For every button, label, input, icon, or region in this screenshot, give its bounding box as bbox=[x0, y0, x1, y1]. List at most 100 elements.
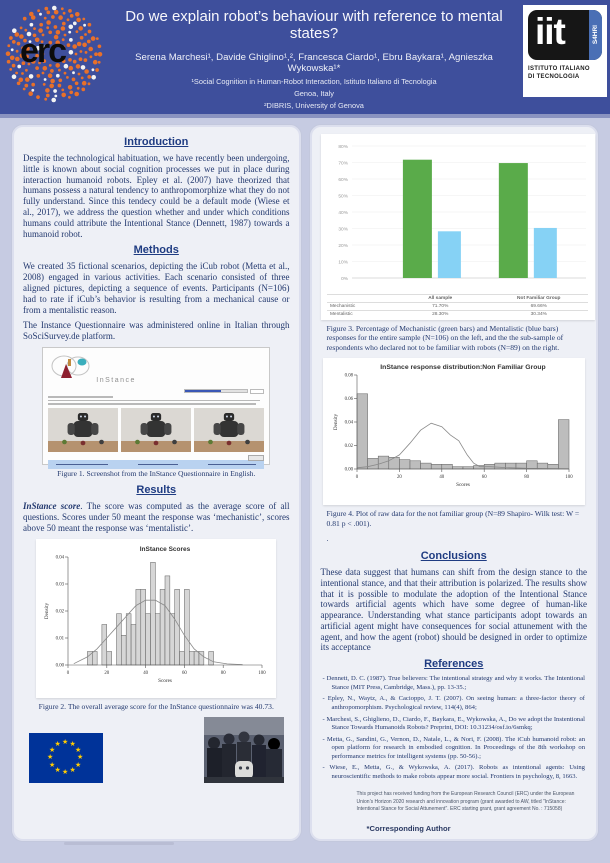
svg-text:Scores: Scores bbox=[456, 482, 470, 488]
svg-text:20: 20 bbox=[105, 671, 110, 676]
svg-text:0: 0 bbox=[67, 671, 70, 676]
eu-star-icon: ★ bbox=[74, 745, 82, 754]
figure3-caption: Figure 3. Percentage of Mechanistic (gre… bbox=[326, 324, 564, 352]
results-body: . The score was computed as the average … bbox=[23, 501, 290, 534]
reference-item: Marchesi, S., Ghiglieno, D., Ciardo, F.,… bbox=[323, 716, 586, 733]
s4hri-label: S4HRI bbox=[589, 10, 602, 60]
affiliation-1: ¹Social Cognition in Human-Robot Interac… bbox=[191, 77, 437, 86]
reference-item: Dennett, D. C. (1987). True believers: T… bbox=[323, 675, 585, 692]
results-text: InStance score. The score was computed a… bbox=[23, 501, 290, 533]
svg-text:0: 0 bbox=[356, 475, 359, 480]
table-value: All sample bbox=[428, 296, 453, 301]
table-row-label: Mechanistic bbox=[329, 304, 356, 309]
eu-star-icon: ★ bbox=[54, 740, 61, 749]
svg-text:InStance response distribution: InStance response distribution:Non Famil… bbox=[380, 364, 545, 371]
eu-star-icon: ★ bbox=[54, 766, 61, 775]
instance-logo-icon bbox=[51, 355, 90, 378]
table-row-label: Mentalistic bbox=[329, 312, 353, 317]
responses-bar-chart: 0% 10% 20% 30% 40% 50% 60% 70% 80% bbox=[338, 144, 586, 282]
iit-logo-text: iit bbox=[535, 11, 566, 52]
eu-star-icon: ★ bbox=[74, 760, 82, 769]
figure4-caption: Figure 4. Plot of raw data for the not f… bbox=[326, 509, 580, 528]
table-value: 69.66% bbox=[530, 304, 547, 309]
reference-item: Metta, G., Sandini, G., Vernon, D., Nata… bbox=[323, 736, 585, 762]
icub-robot-photo bbox=[121, 407, 192, 457]
table-value: 30.34% bbox=[530, 312, 547, 317]
eu-star-icon: ★ bbox=[77, 753, 84, 762]
svg-text:60: 60 bbox=[182, 671, 187, 676]
iit-subtext-1: ISTITUTO ITALIANO bbox=[528, 66, 590, 72]
svg-text:30%: 30% bbox=[338, 226, 348, 232]
svg-text:0.04: 0.04 bbox=[56, 556, 65, 561]
svg-text:0.08: 0.08 bbox=[344, 374, 353, 379]
eu-star-icon: ★ bbox=[49, 745, 56, 754]
eu-star-icon: ★ bbox=[47, 753, 54, 762]
figure4-caption-dot: . bbox=[326, 534, 329, 544]
svg-text:80: 80 bbox=[524, 475, 529, 480]
icub-robot-photo bbox=[48, 407, 119, 457]
svg-text:100: 100 bbox=[565, 475, 573, 480]
slider-middle-label bbox=[138, 463, 179, 465]
erc-logo: erc bbox=[4, 4, 104, 104]
svg-text:0.03: 0.03 bbox=[56, 583, 65, 588]
svg-text:20: 20 bbox=[397, 475, 402, 480]
eu-flag-icon: ★ ★ ★ ★ ★ ★ ★ ★ ★ ★ ★ ★ bbox=[29, 733, 103, 784]
instance-logo: InStance bbox=[48, 352, 264, 386]
svg-text:0.02: 0.02 bbox=[56, 610, 65, 615]
corresponding-author-note: *Corresponding Author bbox=[366, 823, 451, 833]
svg-text:70%: 70% bbox=[338, 160, 348, 166]
results-heading: Results bbox=[136, 484, 177, 497]
svg-text:0.04: 0.04 bbox=[344, 421, 353, 426]
iit-subtitle: ISTITUTO ITALIANO DI TECNOLOGIA bbox=[528, 65, 602, 81]
figure2-chart: InStance Scores 0 20 40 60 80 100 0.00 0.01 0.02 0… bbox=[36, 538, 277, 698]
progress-fill bbox=[185, 390, 222, 393]
eu-star-icon: ★ bbox=[62, 738, 69, 747]
table-value: Not Familiar Group bbox=[517, 296, 561, 301]
figure3-data-table: All sample Not Familiar Group Mechanistic 7… bbox=[326, 294, 589, 318]
funding-statement: This project has received funding from t… bbox=[356, 791, 575, 813]
left-footer: ★ ★ ★ ★ ★ ★ ★ ★ ★ ★ ★ ★ bbox=[23, 717, 290, 784]
poster-title: Do we explain robot’s behaviour with ref… bbox=[125, 8, 503, 42]
icub-robot-photo bbox=[194, 407, 265, 457]
eu-star-icon: ★ bbox=[49, 760, 56, 769]
results-lead: InStance score bbox=[23, 501, 81, 512]
erc-logo-text: erc bbox=[20, 32, 67, 70]
svg-text:40: 40 bbox=[439, 475, 444, 480]
figure3-chart: 0% 10% 20% 30% 40% 50% 60% 70% 80% All sample Not… bbox=[320, 134, 595, 320]
header-center: Do we explain robot’s behaviour with ref… bbox=[110, 8, 518, 110]
eu-star-icon: ★ bbox=[69, 766, 76, 775]
svg-text:40%: 40% bbox=[338, 210, 348, 216]
mentalistic-anchor-label bbox=[208, 463, 257, 465]
svg-text:40: 40 bbox=[143, 671, 148, 676]
table-value: 71.70% bbox=[432, 304, 449, 309]
figure1-caption: Figure 1. Screenshot from the InStance Q… bbox=[57, 468, 256, 478]
svg-text:0.01: 0.01 bbox=[56, 637, 65, 642]
svg-text:Scores: Scores bbox=[158, 678, 172, 684]
methods-paragraph-1: We created 35 fictional scenarios, depic… bbox=[23, 261, 290, 315]
svg-text:0.02: 0.02 bbox=[344, 445, 353, 450]
affiliation-2: Genoa, Italy bbox=[294, 89, 334, 98]
svg-text:0.00: 0.00 bbox=[56, 664, 65, 669]
svg-text:Density: Density bbox=[44, 602, 50, 619]
s4hri-text: S4HRI bbox=[592, 25, 599, 45]
table-value: 28.30% bbox=[432, 312, 449, 317]
svg-text:0.00: 0.00 bbox=[344, 468, 353, 473]
svg-text:60%: 60% bbox=[338, 177, 348, 183]
svg-text:80%: 80% bbox=[338, 144, 348, 150]
mechanistic-anchor-label bbox=[56, 463, 109, 465]
svg-text:Density: Density bbox=[333, 414, 339, 431]
figure4-chart: InStance response distribution:Non Famil… bbox=[322, 358, 585, 506]
erc-dots-icon bbox=[5, 5, 103, 103]
svg-text:60: 60 bbox=[482, 475, 487, 480]
svg-text:0.06: 0.06 bbox=[344, 398, 353, 403]
team-photo bbox=[203, 717, 284, 784]
progress-bar bbox=[184, 389, 249, 394]
faint-footer-mark bbox=[64, 842, 174, 845]
svg-text:InStance Scores: InStance Scores bbox=[140, 546, 191, 553]
svg-text:100: 100 bbox=[259, 671, 267, 676]
table-row-label bbox=[327, 296, 391, 301]
left-column: Introduction Despite the technological h… bbox=[11, 124, 302, 842]
methods-heading: Methods bbox=[133, 244, 179, 257]
figure1-screenshot: InStance bbox=[42, 346, 271, 469]
non-familiar-distribution-histogram: InStance response distribution:Non Famil… bbox=[333, 364, 573, 488]
